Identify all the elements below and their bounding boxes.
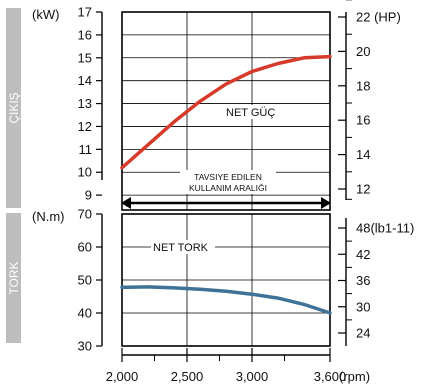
torque-panel-frame [121,213,331,347]
lbft-tick-label-0: 24 [356,326,370,341]
power-left-tick-label-7: 16 [78,27,92,42]
lbft-tick-label-4: 48(lb1-11) [356,221,414,236]
hp-tick-label-4: 20 [356,44,370,59]
torque-left-tick-label-2: 50 [78,273,92,288]
output-panel-frame [121,11,331,211]
power-left-tick-label-1: 10 [78,165,92,180]
hp-tick-label-1: 14 [356,147,370,162]
power-left-tick-label-8: 17 [78,5,92,20]
x-tick-label-1: 2,500 [171,369,204,384]
output-left-unit: (kW) [32,7,59,22]
net-power-label: NET GÜÇ [226,107,275,119]
torque-left-tick-label-0: 30 [78,339,92,354]
output-side-bar [6,8,21,208]
x-tick-label-3: 3,600 [314,369,347,384]
range-label-line2: KULLANIM ARALIĞI [189,183,267,193]
range-arrow-left [121,197,131,209]
x-tick-label-2: 3,000 [236,369,269,384]
power-left-tick-label-3: 12 [78,119,92,134]
torque-left-tick-label-4: 70 [78,207,92,222]
net-torque-label: NET TORK [153,242,209,254]
right-axes: 12 14 16 18 20 22 (HP) 24 30 36 42 48(lb1-11) [338,0,414,346]
torque-panel-label: TORK [7,261,21,294]
lbft-tick-label-3: 42 [356,247,370,262]
hp-tick-label-5: 22 (HP) [356,10,401,25]
range-label-bg [180,170,276,194]
torque-left-tick-label-3: 60 [78,240,92,255]
lbft-tick-label-1: 30 [356,299,370,314]
power-left-tick-label-5: 14 [78,73,92,88]
net-torque-curve [120,285,332,315]
range-arrow-right [321,197,331,209]
x-unit-label: (rpm) [339,369,370,384]
hp-tick-label-0: 12 [356,182,370,197]
hp-tick-label-3: 18 [356,78,370,93]
x-tick-label-0: 2,000 [106,369,139,384]
left-axes: 9 10 11 12 13 14 15 16 17 30 40 50 60 70 [78,5,103,354]
hp-tick-label-2: 16 [356,113,370,128]
panel-frames [121,11,331,347]
lbft-tick-label-2: 36 [356,273,370,288]
output-panel-label: ÇIKIŞ [7,92,21,123]
range-label-line1: TAVSIYE EDILEN [194,172,262,182]
recommended-range: TAVSIYE EDILEN KULLANIM ARALIĞI [121,170,331,209]
power-left-tick-label-2: 11 [79,142,93,157]
torque-left-tick-label-1: 40 [78,306,92,321]
power-left-tick-label-0: 9 [85,188,92,203]
curves: NET GÜÇ NET TORK [120,54,332,315]
net-power-curve [120,54,332,170]
power-left-tick-label-6: 15 [78,50,92,65]
bottom-axis: 2,000 2,500 3,000 3,600(rpm) [106,348,370,384]
net-torque-label-bg [151,240,215,254]
power-left-tick-label-4: 13 [78,96,92,111]
torque-left-unit: (N.m) [32,209,65,224]
torque-side-bar [6,213,21,343]
net-power-label-bg [224,105,290,119]
